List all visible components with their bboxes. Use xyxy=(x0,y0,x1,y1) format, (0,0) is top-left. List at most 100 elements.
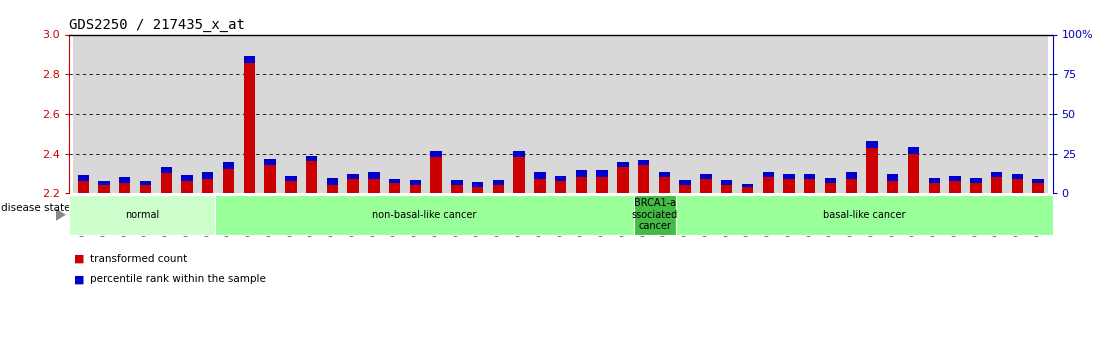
Bar xyxy=(534,179,545,193)
Text: non-basal-like cancer: non-basal-like cancer xyxy=(372,210,476,220)
Bar xyxy=(285,181,297,193)
Bar xyxy=(513,150,525,158)
Bar xyxy=(721,185,732,193)
Bar xyxy=(617,162,628,167)
Bar xyxy=(991,177,1003,193)
Bar xyxy=(679,185,691,193)
Bar xyxy=(78,181,89,193)
Bar xyxy=(78,175,89,181)
Bar xyxy=(741,184,753,187)
Bar xyxy=(223,162,234,169)
Text: ■: ■ xyxy=(74,275,84,284)
Bar xyxy=(841,34,862,193)
Bar xyxy=(700,174,711,179)
Bar xyxy=(348,179,359,193)
Bar xyxy=(617,167,628,193)
Bar xyxy=(534,172,545,179)
Bar xyxy=(1033,183,1044,193)
Bar xyxy=(986,34,1007,193)
Bar xyxy=(555,181,566,193)
Bar xyxy=(696,34,717,193)
Bar xyxy=(119,183,131,193)
Bar xyxy=(845,172,856,179)
Bar xyxy=(638,166,649,193)
Bar xyxy=(613,34,634,193)
Bar xyxy=(945,34,965,193)
Bar xyxy=(306,156,317,161)
Bar xyxy=(447,34,468,193)
Bar xyxy=(862,34,882,193)
Bar xyxy=(223,169,234,193)
Bar xyxy=(965,34,986,193)
Bar xyxy=(368,172,380,179)
Bar xyxy=(342,34,363,193)
Bar xyxy=(259,34,280,193)
Bar xyxy=(820,34,841,193)
Bar xyxy=(322,34,342,193)
Bar xyxy=(866,148,878,193)
Bar xyxy=(971,178,982,183)
Text: GDS2250 / 217435_x_at: GDS2250 / 217435_x_at xyxy=(69,18,245,32)
Text: disease state: disease state xyxy=(1,203,71,213)
Bar xyxy=(99,185,110,193)
Bar xyxy=(929,183,940,193)
Bar xyxy=(950,176,961,181)
Bar xyxy=(430,150,442,158)
Bar xyxy=(1012,179,1023,193)
Bar xyxy=(903,34,924,193)
Bar xyxy=(721,180,732,185)
Bar xyxy=(659,172,670,177)
Bar xyxy=(783,179,794,193)
Bar xyxy=(1007,34,1028,193)
Bar xyxy=(1012,174,1023,179)
Bar xyxy=(389,183,400,193)
Bar xyxy=(472,182,483,187)
Bar xyxy=(182,175,193,181)
Bar xyxy=(596,170,608,177)
Bar xyxy=(301,34,322,193)
Bar xyxy=(779,34,799,193)
Bar xyxy=(99,181,110,185)
Bar xyxy=(384,34,404,193)
Bar xyxy=(197,34,218,193)
Bar xyxy=(182,181,193,193)
Text: BRCA1-a
ssociated
cancer: BRCA1-a ssociated cancer xyxy=(632,198,678,231)
Bar xyxy=(592,34,613,193)
Bar xyxy=(451,180,462,185)
Bar xyxy=(717,34,737,193)
Bar xyxy=(762,172,773,177)
Bar xyxy=(700,179,711,193)
Bar xyxy=(596,177,608,193)
Bar xyxy=(576,170,587,177)
Bar xyxy=(218,34,239,193)
Bar xyxy=(119,177,131,183)
Bar xyxy=(239,34,259,193)
Bar xyxy=(161,167,172,174)
Bar xyxy=(634,34,654,193)
Bar xyxy=(924,34,945,193)
Polygon shape xyxy=(57,209,66,221)
Bar xyxy=(202,179,214,193)
Bar xyxy=(576,177,587,193)
Bar xyxy=(1033,179,1044,183)
Bar xyxy=(783,174,794,179)
Bar xyxy=(571,34,592,193)
Bar xyxy=(280,34,301,193)
Bar xyxy=(244,56,255,63)
Bar xyxy=(425,34,447,193)
Bar xyxy=(114,34,135,193)
Bar xyxy=(156,34,176,193)
Bar xyxy=(888,174,899,181)
Bar xyxy=(741,187,753,193)
Bar xyxy=(758,34,779,193)
Text: ■: ■ xyxy=(74,254,84,264)
Bar xyxy=(555,176,566,181)
Bar xyxy=(1028,34,1048,193)
Bar xyxy=(866,141,878,148)
Bar xyxy=(654,34,675,193)
Bar xyxy=(737,34,758,193)
Bar xyxy=(410,180,421,185)
Bar xyxy=(202,172,214,179)
Bar xyxy=(430,158,442,193)
Bar xyxy=(888,181,899,193)
